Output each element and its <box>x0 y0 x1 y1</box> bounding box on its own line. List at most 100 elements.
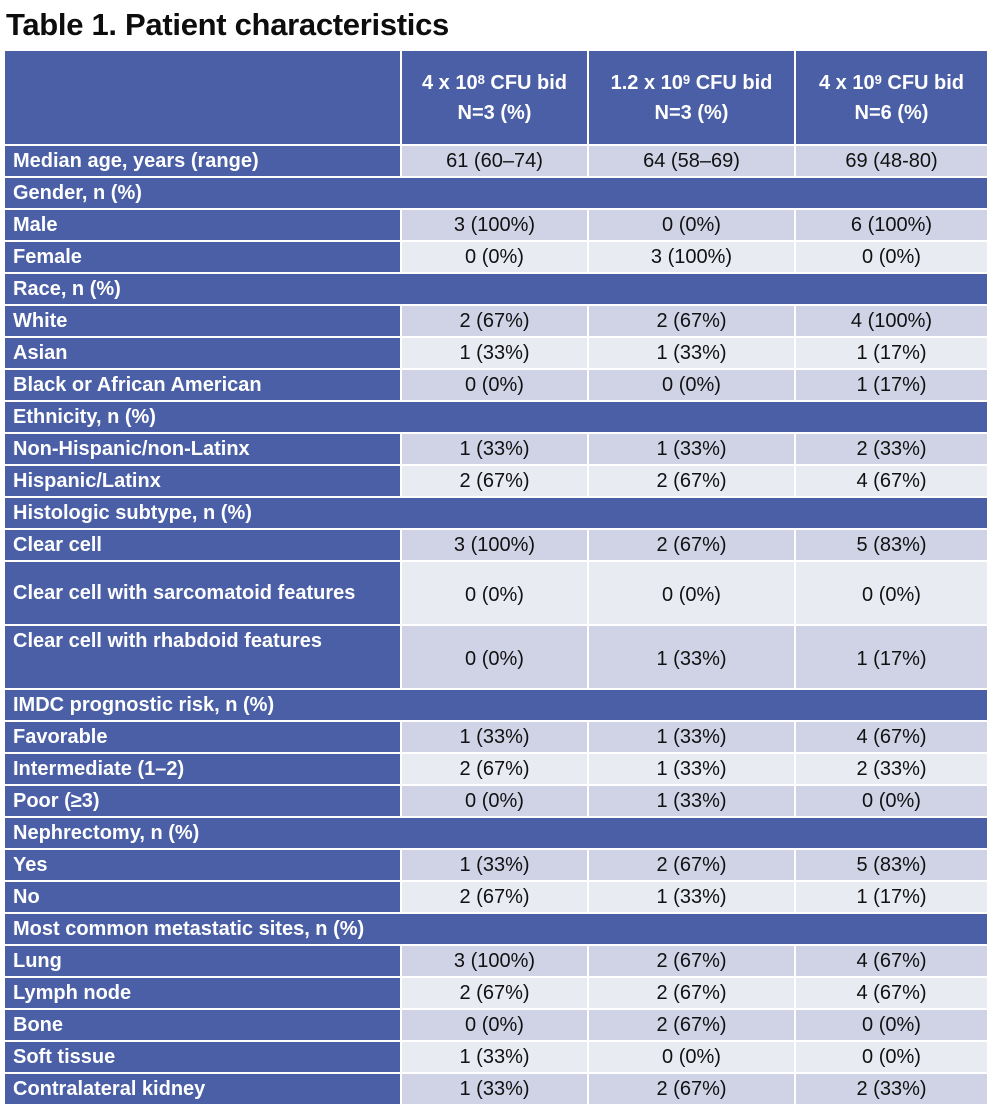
row-label: Female <box>3 240 402 274</box>
row-value: 2 (67%) <box>587 464 796 498</box>
row-value: 1 (33%) <box>400 1072 589 1106</box>
table-row: Favorable 1 (33%) 1 (33%) 4 (67%) <box>3 720 988 754</box>
column-dose-base: 4 x 10 <box>818 71 875 94</box>
row-value: 1 (33%) <box>587 880 796 914</box>
table-row: Female 0 (0%) 3 (100%) 0 (0%) <box>3 240 988 274</box>
row-value: 0 (0%) <box>794 784 988 818</box>
row-label: Lung <box>3 944 402 978</box>
section-row: Ethnicity, n (%) <box>3 400 988 434</box>
row-label: Soft tissue <box>3 1040 402 1074</box>
row-value: 6 (100%) <box>794 208 988 242</box>
table-row: Male 3 (100%) 0 (0%) 6 (100%) <box>3 208 988 242</box>
row-label: White <box>3 304 402 338</box>
row-value: 1 (33%) <box>587 624 796 690</box>
column-dose: 4 x 108 CFU bid <box>410 68 579 98</box>
row-value: 0 (0%) <box>400 624 589 690</box>
column-dose-base: 1.2 x 10 <box>610 71 683 94</box>
table-row: Hispanic/Latinx 2 (67%) 2 (67%) 4 (67%) <box>3 464 988 498</box>
column-dose-exponent: 9 <box>874 71 882 87</box>
row-value: 1 (33%) <box>400 432 589 466</box>
table-row: Asian 1 (33%) 1 (33%) 1 (17%) <box>3 336 988 370</box>
column-dose-unit: CFU bid <box>881 71 965 94</box>
row-value: 5 (83%) <box>794 528 988 562</box>
section-label: IMDC prognostic risk, n (%) <box>3 688 988 722</box>
row-value: 2 (67%) <box>400 304 589 338</box>
row-label: Median age, years (range) <box>3 144 402 178</box>
table-row: Soft tissue 1 (33%) 0 (0%) 0 (0%) <box>3 1040 988 1074</box>
table-row: Median age, years (range) 61 (60–74) 64 (5… <box>3 144 988 178</box>
row-label: Contralateral kidney <box>3 1072 402 1106</box>
row-value: 2 (67%) <box>400 752 589 786</box>
row-value: 0 (0%) <box>794 240 988 274</box>
table-body: 4 x 108 CFU bid N=3 (%) 1.2 x 109 CFU bid N… <box>3 49 988 1106</box>
row-value: 0 (0%) <box>400 368 589 402</box>
patient-characteristics-table: 4 x 108 CFU bid N=3 (%) 1.2 x 109 CFU bid N… <box>3 49 988 1106</box>
row-value: 1 (33%) <box>587 336 796 370</box>
column-dose: 1.2 x 109 CFU bid <box>597 68 786 98</box>
row-value: 1 (17%) <box>794 880 988 914</box>
row-value: 0 (0%) <box>587 208 796 242</box>
row-label: Poor (≥3) <box>3 784 402 818</box>
row-value: 4 (100%) <box>794 304 988 338</box>
row-value: 2 (67%) <box>587 528 796 562</box>
row-label: Male <box>3 208 402 242</box>
column-header: 4 x 108 CFU bid N=3 (%) <box>400 49 589 146</box>
row-value: 64 (58–69) <box>587 144 796 178</box>
table-row: No 2 (67%) 1 (33%) 1 (17%) <box>3 880 988 914</box>
row-value: 2 (33%) <box>794 1072 988 1106</box>
row-value: 1 (33%) <box>400 336 589 370</box>
section-label: Race, n (%) <box>3 272 988 306</box>
table-row: Clear cell with sarcomatoid features 0 (0… <box>3 560 988 626</box>
column-dose-unit: CFU bid <box>690 71 773 94</box>
row-value: 2 (67%) <box>400 976 589 1010</box>
row-value: 3 (100%) <box>587 240 796 274</box>
table-row: Lung 3 (100%) 2 (67%) 4 (67%) <box>3 944 988 978</box>
row-value: 5 (83%) <box>794 848 988 882</box>
table-row: Contralateral kidney 1 (33%) 2 (67%) 2 (33%… <box>3 1072 988 1106</box>
column-n: N=3 (%) <box>654 101 729 124</box>
row-value: 2 (33%) <box>794 432 988 466</box>
column-dose-unit: CFU bid <box>484 71 568 94</box>
section-row: Most common metastatic sites, n (%) <box>3 912 988 946</box>
header-corner-cell <box>3 49 402 146</box>
row-value: 0 (0%) <box>794 560 988 626</box>
table-row: Intermediate (1–2) 2 (67%) 1 (33%) 2 (33%) <box>3 752 988 786</box>
table-row: Black or African American 0 (0%) 0 (0%) 1 (… <box>3 368 988 402</box>
column-n: N=6 (%) <box>854 101 929 124</box>
row-value: 2 (33%) <box>794 752 988 786</box>
table-row: Poor (≥3) 0 (0%) 1 (33%) 0 (0%) <box>3 784 988 818</box>
table-row: Clear cell 3 (100%) 2 (67%) 5 (83%) <box>3 528 988 562</box>
row-value: 0 (0%) <box>587 560 796 626</box>
section-label: Histologic subtype, n (%) <box>3 496 988 530</box>
section-row: Nephrectomy, n (%) <box>3 816 988 850</box>
header-row: 4 x 108 CFU bid N=3 (%) 1.2 x 109 CFU bid N… <box>3 49 988 146</box>
row-value: 1 (33%) <box>400 1040 589 1074</box>
row-value: 2 (67%) <box>587 1008 796 1042</box>
row-label: Clear cell <box>3 528 402 562</box>
row-value: 1 (33%) <box>587 784 796 818</box>
section-label: Ethnicity, n (%) <box>3 400 988 434</box>
column-n: N=3 (%) <box>457 101 532 124</box>
row-label: Yes <box>3 848 402 882</box>
row-value: 3 (100%) <box>400 528 589 562</box>
row-value: 1 (33%) <box>400 848 589 882</box>
row-value: 2 (67%) <box>587 848 796 882</box>
table-title: Table 1. Patient characteristics <box>6 7 449 42</box>
section-row: Gender, n (%) <box>3 176 988 210</box>
row-label: Non-Hispanic/non-Latinx <box>3 432 402 466</box>
row-value: 1 (33%) <box>587 720 796 754</box>
row-value: 0 (0%) <box>400 1008 589 1042</box>
row-value: 0 (0%) <box>587 1040 796 1074</box>
table-row: White 2 (67%) 2 (67%) 4 (100%) <box>3 304 988 338</box>
section-row: Histologic subtype, n (%) <box>3 496 988 530</box>
row-value: 1 (17%) <box>794 368 988 402</box>
row-value: 4 (67%) <box>794 976 988 1010</box>
row-value: 2 (67%) <box>587 944 796 978</box>
section-label: Nephrectomy, n (%) <box>3 816 988 850</box>
row-label: Black or African American <box>3 368 402 402</box>
row-value: 0 (0%) <box>400 240 589 274</box>
row-value: 69 (48-80) <box>794 144 988 178</box>
row-value: 2 (67%) <box>587 1072 796 1106</box>
section-label: Most common metastatic sites, n (%) <box>3 912 988 946</box>
row-label: No <box>3 880 402 914</box>
